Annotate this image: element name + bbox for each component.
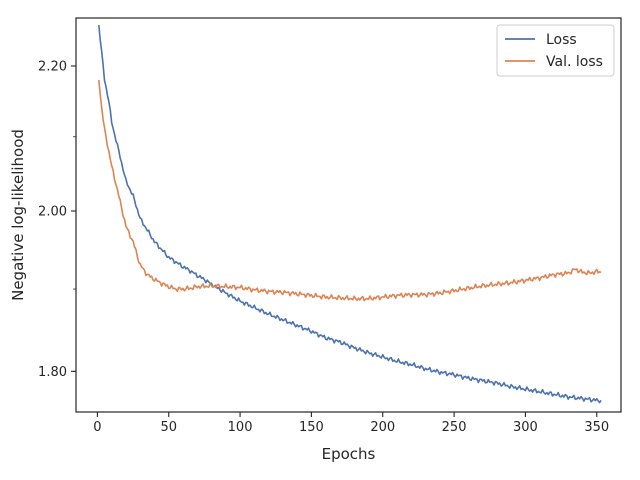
x-tick-label: 100	[228, 420, 253, 435]
legend-box	[496, 24, 615, 77]
legend-label: Val. loss	[546, 54, 603, 70]
series-line-val-loss	[98, 79, 602, 302]
y-tick-label: 2.20	[38, 59, 67, 74]
y-axis: 1.80 2.00 2.20	[38, 59, 76, 380]
plot-frame	[75, 17, 622, 413]
x-axis: 0 50 100 150 200 250 300 350	[93, 412, 609, 435]
series-layer	[98, 24, 602, 404]
x-tick-label: 350	[584, 420, 609, 435]
legend: Loss Val. loss	[496, 24, 615, 77]
legend-label: Loss	[546, 32, 577, 48]
x-tick-label: 150	[299, 420, 324, 435]
x-tick-label: 200	[370, 420, 395, 435]
x-tick-label: 50	[160, 420, 177, 435]
x-tick-label: 300	[513, 420, 538, 435]
x-axis-label: Epochs	[322, 445, 376, 463]
y-tick-label: 2.00	[38, 205, 67, 220]
x-tick-label: 0	[93, 420, 101, 435]
series-line-loss	[98, 24, 602, 404]
y-tick-label: 1.80	[38, 365, 67, 380]
x-tick-label: 250	[442, 420, 467, 435]
y-axis-label: Negative log-likelihood	[9, 129, 27, 301]
